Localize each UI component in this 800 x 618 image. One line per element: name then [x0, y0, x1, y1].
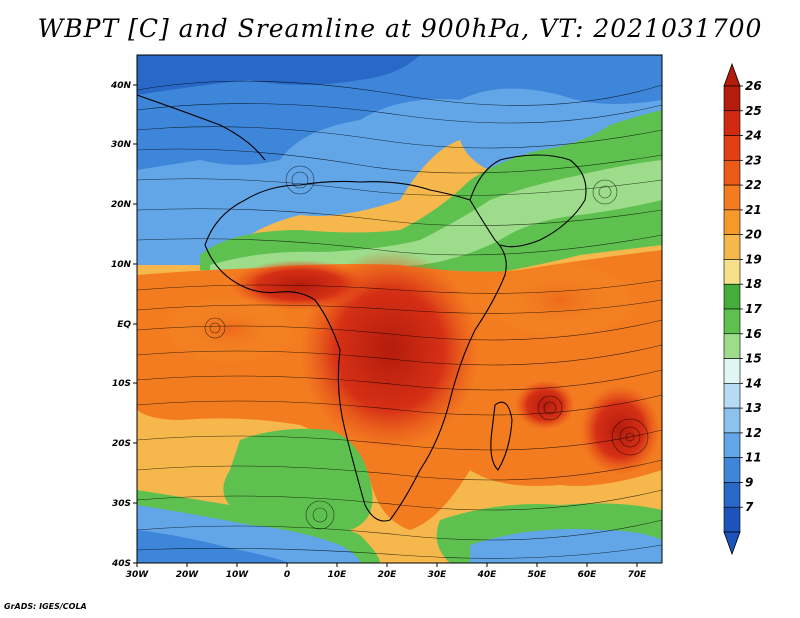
colorbar-swatch	[723, 457, 741, 483]
colorbar-label: 14	[745, 376, 762, 390]
lon-label: 20W	[176, 570, 200, 580]
colorbar-label: 15	[745, 352, 762, 366]
colorbar-swatch	[723, 160, 741, 186]
lat-axis: 40N 30N 20N 10N EQ 10S 20S 30S 40S	[110, 81, 137, 569]
colorbar-label: 17	[745, 302, 762, 316]
lat-label: 20S	[112, 439, 131, 449]
colorbar-swatch	[723, 383, 741, 409]
lat-label: 10S	[112, 379, 131, 389]
colorbar-label: 19	[745, 252, 762, 266]
lat-label: EQ	[117, 320, 131, 330]
colorbar-top-arrow	[723, 62, 741, 87]
colorbar-swatch	[723, 184, 741, 211]
lon-label: 0	[284, 570, 290, 580]
colorbar-swatch	[723, 110, 741, 136]
lat-label: 40N	[110, 81, 132, 91]
map-title: WBPT [C] and Sreamline at 900hPa, VT: 20…	[37, 14, 763, 43]
lon-label: 10W	[226, 570, 250, 580]
lat-label: 10N	[111, 260, 132, 270]
colorbar-label: 20	[745, 228, 762, 242]
lon-label: 30W	[126, 570, 150, 580]
colorbar-swatch	[723, 283, 741, 310]
colorbar-swatch	[723, 209, 741, 235]
lon-label: 40E	[477, 570, 498, 580]
colorbar-swatch	[723, 234, 741, 260]
colorbar: 26 25 24 23 22 21 20 19 18 17 16 15 14 13 12 11 9 7	[723, 62, 762, 556]
colorbar-swatch	[723, 432, 741, 458]
colorbar-label: 7	[745, 500, 754, 514]
lon-label: 50E	[528, 570, 548, 580]
colorbar-label: 13	[745, 401, 762, 415]
colorbar-label: 22	[745, 178, 762, 192]
colorbar-label: 21	[745, 203, 762, 217]
colorbar-swatch	[723, 135, 741, 161]
colorbar-swatch	[723, 259, 741, 285]
colorbar-label: 18	[745, 277, 762, 291]
colorbar-label: 25	[745, 104, 762, 118]
colorbar-swatch	[723, 85, 741, 112]
colorbar-swatch	[723, 506, 741, 533]
colorbar-label: 26	[745, 79, 762, 93]
colorbar-label: 23	[745, 153, 762, 167]
lat-label: 20N	[111, 200, 132, 210]
lat-label: 30S	[112, 499, 131, 509]
colorbar-label: 9	[745, 475, 753, 489]
colorbar-label: 16	[745, 327, 762, 341]
colorbar-swatch	[723, 333, 741, 359]
lon-axis: 30W 20W 10W 0 10E 20E 30E 40E 50E 60E 70…	[126, 563, 647, 580]
lon-label: 30E	[428, 570, 448, 580]
colorbar-label: 24	[745, 129, 762, 143]
colorbar-label: 12	[745, 426, 762, 440]
colorbar-swatch	[723, 482, 741, 508]
lat-label: 40S	[111, 559, 131, 569]
lon-label: 10E	[328, 570, 348, 580]
lon-label: 60E	[578, 570, 598, 580]
colorbar-swatch	[723, 308, 741, 335]
credit-label: GrADS: IGES/COLA	[4, 602, 87, 611]
lon-label: 70E	[628, 570, 648, 580]
map-field	[137, 55, 662, 563]
colorbar-label: 11	[745, 451, 762, 465]
colorbar-bottom-arrow	[723, 531, 741, 556]
colorbar-swatch	[723, 358, 741, 384]
colorbar-swatch	[723, 407, 741, 434]
lat-label: 30N	[111, 140, 132, 150]
lon-label: 20E	[378, 570, 398, 580]
map-frame	[136, 54, 663, 564]
